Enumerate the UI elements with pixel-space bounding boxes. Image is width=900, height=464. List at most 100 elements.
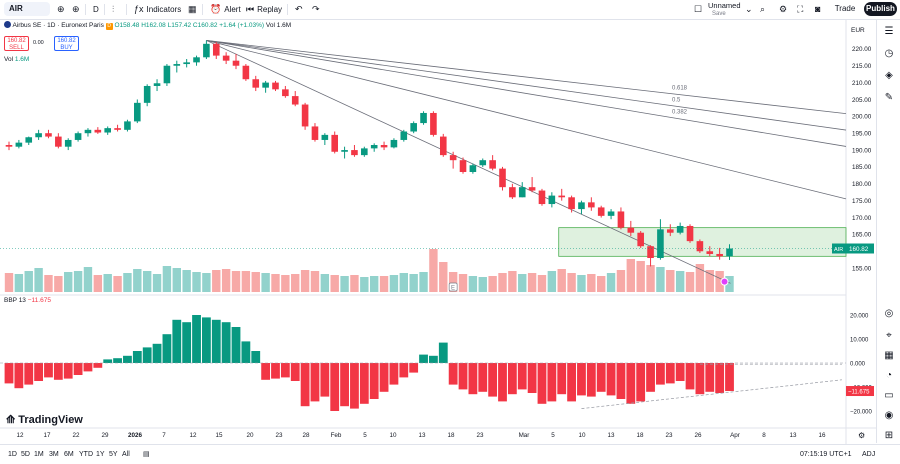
trade-button[interactable]: Trade — [834, 4, 856, 13]
settings-icon[interactable]: ⚙ — [779, 4, 788, 14]
candle-body — [242, 65, 250, 80]
templates-icon[interactable]: ▦ — [188, 4, 197, 14]
candle-body — [479, 160, 487, 166]
legend-name[interactable]: Airbus SE · 1D · Euronext Paris — [12, 22, 104, 29]
volume-bar — [221, 269, 231, 292]
layers-icon[interactable]: ◈ — [885, 70, 893, 81]
volume-bar — [695, 264, 705, 292]
layout-dropdown-icon[interactable]: ⌄ — [745, 4, 753, 14]
range-3m[interactable]: 3M — [49, 451, 59, 458]
price-tick-label: 175.00 — [852, 198, 872, 205]
candle-body — [578, 202, 585, 210]
time-tick-label: 18 — [447, 432, 455, 439]
candle-body — [173, 64, 181, 66]
volume-bar — [14, 274, 24, 292]
cursor-icon[interactable]: ⌖ — [886, 330, 892, 341]
clock-time[interactable]: 07:15:19 UTC+1 — [800, 451, 852, 458]
candle-body — [74, 133, 82, 140]
volume-bar — [202, 273, 211, 292]
range-ytd[interactable]: YTD — [79, 451, 93, 458]
undo-icon[interactable]: ↶ — [295, 4, 303, 14]
price-tick-label: 195.00 — [852, 131, 872, 138]
currency-label[interactable]: EUR — [851, 27, 865, 34]
time-tick-label: 5 — [551, 432, 555, 439]
tradingview-logo[interactable]: ⟰ TradingView — [6, 414, 83, 426]
range-1y[interactable]: 1Y — [96, 451, 105, 458]
bbp-bar — [567, 363, 576, 402]
compare-icon[interactable]: ⊕ — [57, 4, 65, 14]
bbp-tick-label: 10.000 — [850, 337, 869, 343]
layout-name[interactable]: Unnamed Save — [708, 1, 741, 19]
time-tick-label: 28 — [302, 432, 310, 439]
range-6m[interactable]: 6M — [64, 451, 74, 458]
spread-value: 0.00 — [33, 40, 44, 46]
ideas-icon[interactable]: ◔ — [885, 370, 893, 381]
event-marker-label: E — [451, 286, 455, 292]
volume-bar — [172, 268, 181, 292]
quick-search-icon[interactable]: ⌕ — [760, 4, 766, 14]
bbp-bar — [448, 363, 458, 385]
replay-button[interactable]: ⏮ Replay — [246, 0, 282, 19]
volume-bar — [705, 270, 714, 292]
bell-icon[interactable]: ◉ — [884, 410, 894, 421]
candle-body — [666, 229, 674, 233]
time-tick-label: 17 — [43, 432, 51, 439]
volume-bar — [192, 272, 201, 292]
range-1d[interactable]: 1D — [8, 451, 17, 458]
range-1m[interactable]: 1M — [34, 451, 44, 458]
adjust-toggle[interactable]: ADJ — [862, 451, 876, 458]
candle-body — [94, 129, 102, 133]
alert-button[interactable]: ⏰ Alert — [210, 0, 241, 19]
range-all[interactable]: All — [122, 451, 130, 458]
candle-body — [637, 232, 644, 247]
alert-label: Alert — [224, 5, 241, 14]
chart-type-icon[interactable]: ⫶ — [112, 4, 115, 14]
candle-body — [291, 96, 299, 105]
apps-grid-icon[interactable]: ⊞ — [884, 430, 894, 441]
calendar-icon[interactable]: ▦ — [884, 350, 894, 361]
bbp-legend[interactable]: BBP 13 −11.675 — [4, 297, 51, 304]
candle-body — [124, 121, 131, 130]
symbol-search[interactable]: AIR — [4, 2, 50, 16]
date-range-icon[interactable]: ▤ — [143, 451, 150, 458]
volume-legend[interactable]: Vol 1.6M — [4, 56, 29, 63]
chat-icon[interactable]: ▭ — [884, 390, 894, 401]
candle-body — [380, 145, 388, 148]
bbp-bar — [310, 363, 320, 402]
add-symbol-icon[interactable]: ⊕ — [72, 4, 80, 14]
notes-icon[interactable]: ✎ — [884, 92, 894, 103]
fullscreen-icon[interactable]: ⛶ — [797, 4, 804, 14]
bbp-bar — [132, 351, 142, 363]
layout-checkbox-icon[interactable]: ☐ — [694, 4, 703, 14]
bbp-tag-value: −11.675 — [848, 389, 870, 395]
target-icon[interactable]: ◎ — [884, 308, 894, 319]
chart-canvas[interactable]: 0.382 0.5 0.618 155.00 16 0.00 165.00 170.00 17… — [0, 20, 876, 444]
candle-body — [361, 148, 368, 156]
fan-label: 0.618 — [672, 86, 688, 92]
sell-button[interactable]: 160.82 SELL — [4, 36, 29, 51]
price-tick-label: 155.00 — [852, 265, 872, 272]
time-tick-label: 7 — [162, 432, 166, 439]
interval-button[interactable]: D — [93, 5, 99, 14]
candle-body — [588, 202, 595, 208]
range-5y[interactable]: 5Y — [109, 451, 118, 458]
screenshot-icon[interactable]: ◙ — [815, 4, 821, 14]
fan-line — [206, 40, 847, 147]
volume-bar — [4, 273, 14, 292]
alerts-clock-icon[interactable]: ◷ — [884, 48, 894, 59]
candle-body — [538, 190, 546, 205]
watchlist-icon[interactable]: ☰ — [884, 26, 894, 37]
buy-button[interactable]: 160.82 BUY — [54, 36, 79, 51]
range-5d[interactable]: 5D — [21, 451, 30, 458]
candle-body — [351, 150, 358, 156]
publish-button[interactable]: Publish — [864, 2, 897, 16]
candle-body — [410, 123, 417, 132]
volume-bar — [626, 259, 636, 292]
redo-icon[interactable]: ↷ — [312, 4, 320, 14]
candles — [0, 40, 846, 286]
indicators-button[interactable]: ƒx Indicators — [134, 0, 181, 19]
replay-icon: ⏮ — [246, 4, 255, 14]
candle-body — [163, 65, 171, 84]
candle-body — [5, 145, 13, 147]
bbp-bar — [202, 317, 211, 363]
